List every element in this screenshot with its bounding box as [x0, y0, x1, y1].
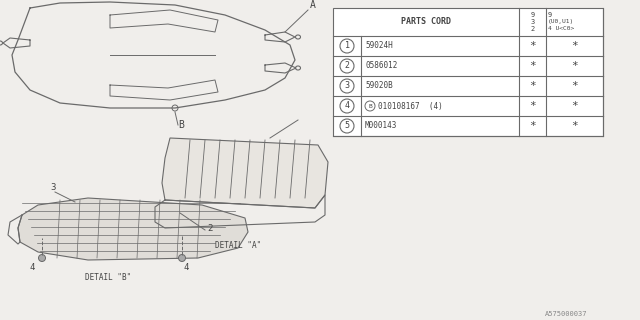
- Text: 4: 4: [344, 101, 349, 110]
- Bar: [333, 8, 603, 136]
- Text: 3: 3: [344, 82, 349, 91]
- Text: B: B: [368, 103, 372, 108]
- Circle shape: [365, 101, 375, 111]
- Text: 5: 5: [344, 122, 349, 131]
- Text: *: *: [529, 81, 536, 91]
- Text: *: *: [529, 121, 536, 131]
- Text: DETAIL "A": DETAIL "A": [215, 241, 261, 250]
- Text: 59020B: 59020B: [365, 82, 393, 91]
- Text: *: *: [571, 61, 578, 71]
- Text: 2: 2: [344, 61, 349, 70]
- Text: *: *: [529, 41, 536, 51]
- Circle shape: [340, 39, 354, 53]
- Text: 3: 3: [50, 183, 56, 192]
- Text: 4 U<C0>: 4 U<C0>: [548, 27, 574, 31]
- Text: A575000037: A575000037: [545, 311, 588, 317]
- Text: *: *: [529, 101, 536, 111]
- Circle shape: [340, 79, 354, 93]
- Circle shape: [38, 254, 45, 261]
- Text: B: B: [178, 120, 184, 130]
- Text: *: *: [571, 121, 578, 131]
- Text: DETAIL "B": DETAIL "B": [85, 273, 131, 282]
- Text: 1: 1: [344, 42, 349, 51]
- Text: 010108167  (4): 010108167 (4): [378, 101, 443, 110]
- Text: 9: 9: [548, 12, 552, 18]
- Text: (U0,U1): (U0,U1): [548, 20, 574, 25]
- Circle shape: [340, 119, 354, 133]
- Polygon shape: [162, 138, 328, 208]
- Text: 2: 2: [207, 224, 212, 233]
- Text: 9: 9: [531, 12, 534, 18]
- Text: 2: 2: [531, 26, 534, 32]
- Text: 4: 4: [184, 263, 189, 272]
- Text: *: *: [571, 41, 578, 51]
- Text: 59024H: 59024H: [365, 42, 393, 51]
- Polygon shape: [18, 198, 248, 260]
- Text: 4: 4: [30, 263, 35, 272]
- Text: *: *: [571, 101, 578, 111]
- Text: A: A: [310, 0, 316, 10]
- Text: 3: 3: [531, 19, 534, 25]
- Text: *: *: [529, 61, 536, 71]
- Circle shape: [177, 210, 184, 217]
- Text: PARTS CORD: PARTS CORD: [401, 18, 451, 27]
- Text: 0586012: 0586012: [365, 61, 397, 70]
- Circle shape: [340, 59, 354, 73]
- Text: M000143: M000143: [365, 122, 397, 131]
- Circle shape: [179, 254, 186, 261]
- Text: *: *: [571, 81, 578, 91]
- Circle shape: [340, 99, 354, 113]
